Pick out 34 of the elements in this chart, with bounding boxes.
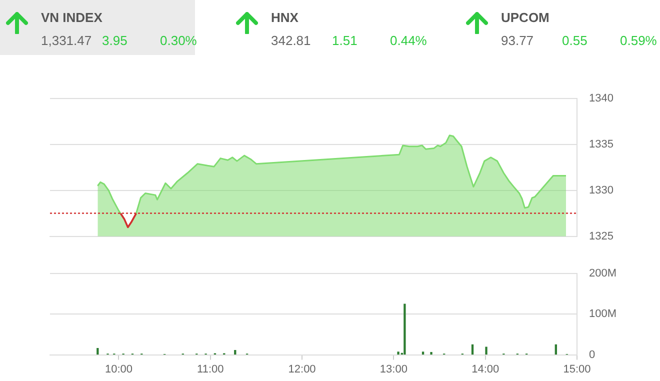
x-tick-label: 12:00 xyxy=(288,363,316,376)
text: 93.77 xyxy=(501,33,534,48)
y-tick-label: 1335 xyxy=(589,138,614,151)
x-tick-label: 15:00 xyxy=(563,363,591,376)
text: HNX xyxy=(271,10,298,25)
text: 3.95 xyxy=(102,33,128,48)
y-tick-label: 0 xyxy=(589,348,596,361)
bar xyxy=(96,348,99,355)
y-tick-label: 1325 xyxy=(589,230,614,242)
text: 0.55 xyxy=(562,33,588,48)
y-tick-label: 200M xyxy=(589,268,617,280)
text: 1.51 xyxy=(332,33,358,48)
bar xyxy=(422,352,424,355)
text: 0.59% xyxy=(620,33,657,48)
y-tick-label: 1340 xyxy=(589,92,614,105)
bar xyxy=(485,346,488,355)
bar xyxy=(471,344,474,355)
bar xyxy=(234,350,236,355)
bar xyxy=(430,352,432,355)
x-tick-label: 10:00 xyxy=(104,363,133,376)
bar xyxy=(554,344,557,355)
x-tick-label: 11:00 xyxy=(197,363,224,376)
x-tick-label: 13:00 xyxy=(380,363,408,376)
text: 342.81 xyxy=(271,33,311,48)
x-tick-label: 14:00 xyxy=(472,363,500,376)
y-tick-label: 100M xyxy=(589,308,617,320)
bar xyxy=(397,352,400,355)
text: 1,331.47 xyxy=(41,33,92,48)
bar xyxy=(404,304,406,355)
text: 0.30% xyxy=(160,33,197,48)
text: UPCOM xyxy=(501,10,550,25)
text: VN INDEX xyxy=(41,10,102,25)
text: 0.44% xyxy=(390,33,427,48)
y-tick-label: 1330 xyxy=(589,184,614,196)
